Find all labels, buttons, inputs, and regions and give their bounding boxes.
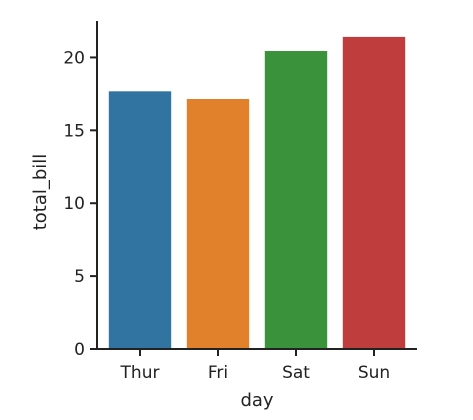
y-tick-label: 20 <box>63 48 85 68</box>
y-tick-label: 15 <box>63 121 85 141</box>
bar-thur <box>108 91 172 350</box>
x-axis-label: day <box>240 390 273 411</box>
x-tick-label: Thur <box>120 363 160 383</box>
bar-fri <box>186 99 250 349</box>
y-tick-label: 5 <box>74 267 85 287</box>
y-axis: 0 5 10 15 20 <box>63 21 98 360</box>
x-tick-label: Sat <box>282 363 310 383</box>
x-axis: Thur Fri Sat Sun <box>96 348 417 383</box>
bar-sun <box>342 36 406 350</box>
x-tick-label: Fri <box>208 363 228 383</box>
x-tick-label: Sun <box>358 363 390 383</box>
bars-group <box>108 36 406 350</box>
y-ticks-group: 0 5 10 15 20 <box>63 48 97 360</box>
y-tick-label: 0 <box>74 340 85 360</box>
y-axis-label: total_bill <box>30 154 51 231</box>
x-ticks-group: Thur Fri Sat Sun <box>120 349 390 383</box>
y-tick-label: 10 <box>63 194 85 214</box>
bar-sat <box>264 51 328 349</box>
